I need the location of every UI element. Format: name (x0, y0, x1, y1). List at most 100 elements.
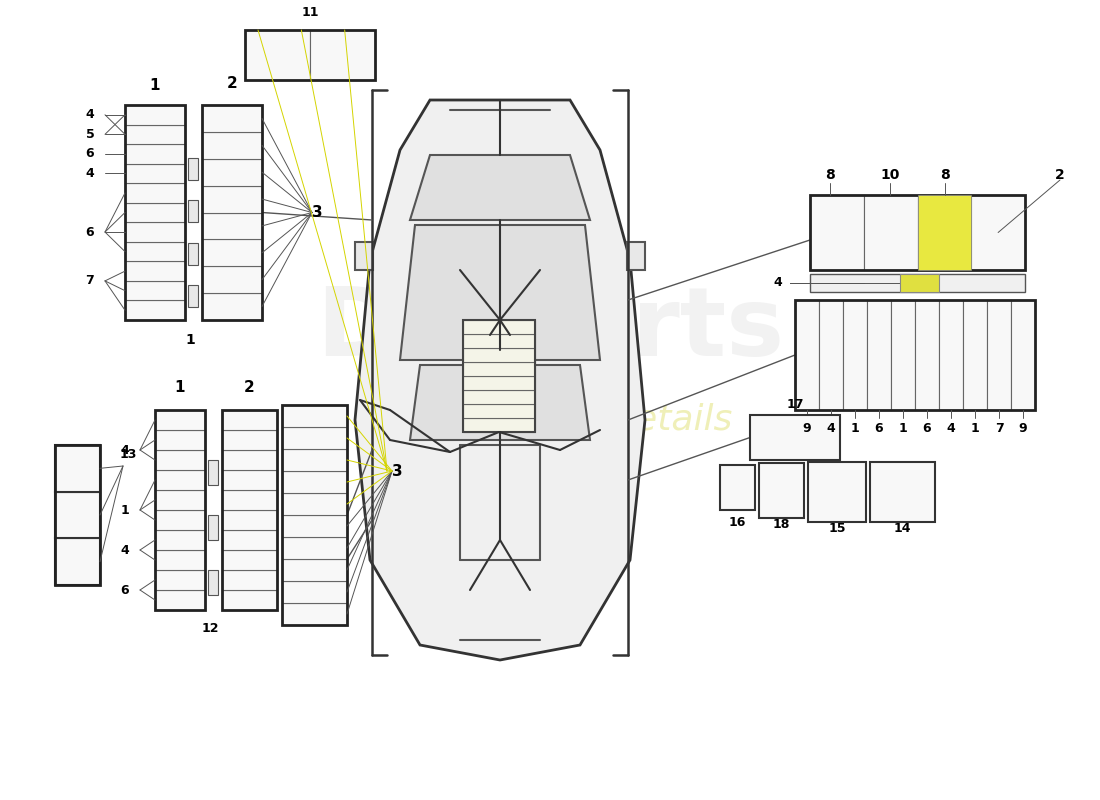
Bar (125, 144, 185, 164)
Bar (222, 590, 277, 610)
Bar (202, 213, 262, 239)
Bar (915, 300, 939, 410)
Bar (188, 285, 198, 307)
Text: 4: 4 (826, 422, 835, 434)
Bar (245, 30, 375, 80)
Text: 3: 3 (392, 463, 403, 478)
Bar (463, 320, 535, 432)
Text: 7: 7 (994, 422, 1003, 434)
Text: 11: 11 (301, 6, 319, 18)
Bar (810, 195, 1025, 270)
Text: 2: 2 (1055, 168, 1065, 182)
Bar (125, 183, 185, 202)
Bar (55, 538, 100, 585)
Bar (55, 445, 100, 492)
Text: 9: 9 (1019, 422, 1027, 434)
Bar (962, 300, 987, 410)
Text: 1: 1 (175, 381, 185, 395)
Bar (125, 105, 185, 125)
Text: 8: 8 (825, 168, 835, 182)
Text: Doiparts: Doiparts (316, 283, 784, 377)
Text: 16: 16 (728, 515, 746, 529)
Bar (125, 301, 185, 320)
Bar (188, 200, 198, 222)
Bar (282, 537, 346, 559)
Bar (125, 202, 185, 222)
Bar (208, 570, 218, 595)
Bar (55, 492, 100, 538)
Bar (917, 195, 971, 270)
Bar (155, 550, 205, 570)
Text: 1: 1 (150, 78, 161, 93)
Text: 9: 9 (803, 422, 812, 434)
Bar (891, 300, 915, 410)
Text: 12: 12 (201, 622, 219, 634)
Text: 1: 1 (185, 333, 195, 347)
Bar (843, 300, 867, 410)
Bar (310, 30, 375, 80)
Text: 6: 6 (121, 583, 130, 597)
Bar (155, 410, 205, 430)
Bar (155, 530, 205, 550)
Bar (282, 581, 346, 603)
Polygon shape (400, 225, 600, 360)
Text: 4: 4 (86, 108, 95, 122)
Text: 7: 7 (86, 274, 95, 287)
Bar (917, 195, 971, 270)
Bar (155, 470, 205, 490)
Text: 4: 4 (86, 167, 95, 180)
Text: 2: 2 (244, 381, 255, 395)
Text: 15: 15 (828, 522, 846, 534)
Bar (810, 274, 1025, 292)
Bar (155, 510, 205, 530)
Bar (222, 550, 277, 570)
Text: 6: 6 (874, 422, 883, 434)
Text: 4: 4 (773, 277, 782, 290)
Bar (125, 222, 185, 242)
Bar (463, 390, 535, 404)
Bar (627, 242, 645, 270)
Bar (463, 348, 535, 362)
Bar (155, 570, 205, 590)
Bar (208, 515, 218, 540)
Bar (282, 493, 346, 515)
Text: 3: 3 (311, 205, 322, 220)
Bar (282, 405, 346, 427)
Bar (222, 410, 277, 430)
Bar (208, 460, 218, 485)
Text: 1: 1 (850, 422, 859, 434)
Bar (125, 105, 185, 320)
Polygon shape (355, 100, 645, 660)
Bar (463, 362, 535, 376)
Bar (820, 300, 843, 410)
Bar (202, 186, 262, 213)
Bar (222, 430, 277, 450)
Bar (971, 195, 1025, 270)
Bar (810, 195, 864, 270)
Bar (155, 490, 205, 510)
Bar (463, 404, 535, 418)
Bar (1011, 300, 1035, 410)
Text: 1: 1 (970, 422, 979, 434)
Bar (202, 293, 262, 320)
Bar (463, 334, 535, 348)
Bar (155, 590, 205, 610)
Bar (202, 158, 262, 186)
Bar (282, 559, 346, 581)
Bar (222, 410, 277, 610)
Bar (795, 300, 1035, 410)
Bar (463, 376, 535, 390)
Bar (750, 415, 840, 460)
Bar (759, 463, 804, 518)
Polygon shape (410, 155, 590, 220)
Text: 2: 2 (227, 75, 238, 90)
Bar (222, 470, 277, 490)
Text: 1: 1 (121, 503, 130, 517)
Bar (125, 242, 185, 262)
Text: 4: 4 (121, 443, 130, 457)
Text: 1: 1 (899, 422, 907, 434)
Text: a passion for details: a passion for details (367, 403, 733, 437)
Bar (55, 445, 100, 585)
Text: 4: 4 (947, 422, 956, 434)
Bar (864, 195, 917, 270)
